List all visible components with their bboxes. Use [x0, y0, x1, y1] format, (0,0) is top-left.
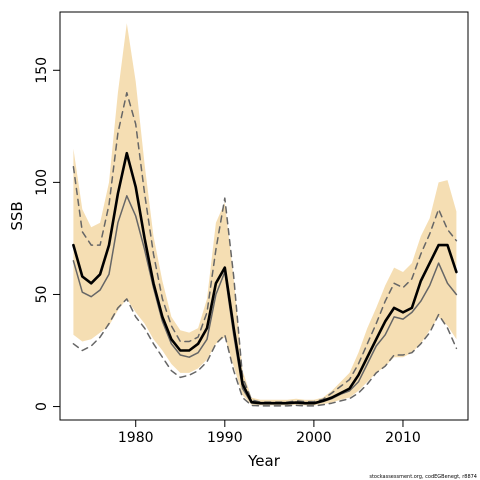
x-tick-label: 1980 [118, 430, 154, 446]
y-tick-label: 0 [34, 402, 50, 411]
ssb-estimate-line [72, 151, 458, 405]
y-tick-label: 100 [34, 169, 50, 196]
y-tick-label: 150 [34, 57, 50, 84]
reference-lower-dashed-line [72, 298, 458, 407]
x-axis: 1980 1990 2000 2010 [118, 420, 421, 446]
x-tick-label: 2000 [296, 430, 332, 446]
credit-text: stockassessment.org, codEGBenegt, r8874 [369, 474, 477, 480]
x-tick-label: 2010 [385, 430, 421, 446]
plot-frame [59, 11, 469, 421]
y-tick-label: 50 [34, 286, 50, 304]
x-axis-title: Year [247, 452, 281, 470]
y-axis-title: SSB [8, 201, 26, 230]
plot-area [72, 23, 458, 407]
confidence-band [73, 23, 457, 406]
y-axis: 0 50 100 150 [34, 57, 60, 411]
x-tick-label: 1990 [207, 430, 243, 446]
